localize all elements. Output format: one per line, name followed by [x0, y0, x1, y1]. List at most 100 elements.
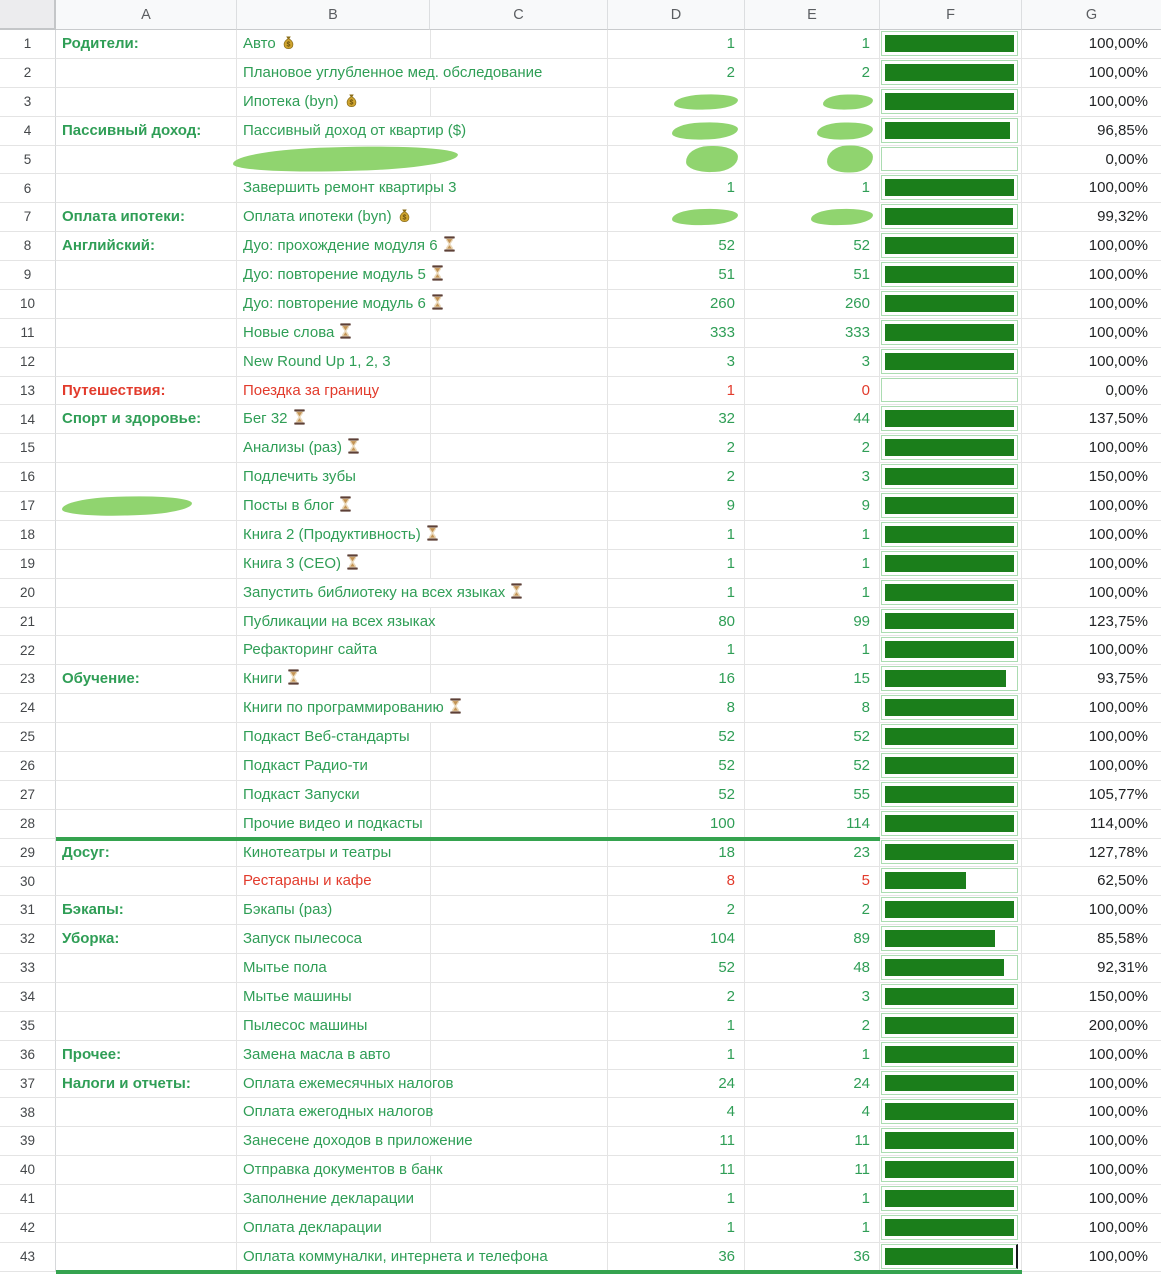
column-header-a[interactable]: A	[56, 0, 237, 30]
cell-plan-value[interactable]: 32	[608, 405, 745, 435]
cell-fact-value[interactable]: 260	[745, 289, 880, 319]
cell-category[interactable]	[56, 463, 237, 492]
cell-task[interactable]: Оплата коммуналки, интернета и телефона	[237, 1242, 608, 1272]
cell-fact-value[interactable]: 48	[745, 954, 880, 983]
row-number[interactable]: 33	[0, 954, 56, 983]
cell-progress-bar[interactable]	[880, 376, 1022, 406]
cell-percent[interactable]: 123,75%	[1022, 607, 1161, 637]
row-number[interactable]: 21	[0, 607, 56, 637]
cell-plan-value[interactable]	[608, 116, 745, 146]
cell-task[interactable]: Рефакторинг сайта	[237, 636, 608, 666]
row-number[interactable]: 22	[0, 636, 56, 666]
cell-percent[interactable]: 85,58%	[1022, 925, 1161, 954]
cell-progress-bar[interactable]	[880, 1069, 1022, 1099]
cell-task[interactable]: Подкаст Радио-ти	[237, 751, 608, 781]
cell-task[interactable]: Отправка документов в банк	[237, 1156, 608, 1185]
cell-percent[interactable]: 93,75%	[1022, 665, 1161, 695]
cell-plan-value[interactable]: 1	[608, 30, 745, 59]
row-number[interactable]: 9	[0, 261, 56, 290]
cell-task[interactable]: Ипотека (byn) $	[237, 87, 608, 117]
cell-percent[interactable]: 100,00%	[1022, 492, 1161, 521]
cell-task[interactable]: Оплата декларации	[237, 1213, 608, 1243]
cell-plan-value[interactable]: 3	[608, 347, 745, 377]
cell-category[interactable]	[56, 1213, 237, 1243]
cell-category[interactable]	[56, 318, 237, 348]
cell-plan-value[interactable]: 2	[608, 434, 745, 464]
cell-category[interactable]	[56, 58, 237, 88]
cell-fact-value[interactable]	[745, 87, 880, 117]
cell-fact-value[interactable]: 99	[745, 607, 880, 637]
cell-category[interactable]: Налоги и отчеты:	[56, 1069, 237, 1099]
cell-task[interactable]: Оплата ежегодных налогов	[237, 1098, 608, 1128]
cell-category[interactable]: Прочее:	[56, 1040, 237, 1070]
cell-category[interactable]	[56, 751, 237, 781]
cell-category[interactable]	[56, 1185, 237, 1214]
cell-category[interactable]	[56, 780, 237, 810]
row-number[interactable]: 43	[0, 1242, 56, 1272]
cell-task[interactable]: Подкаст Запуски	[237, 780, 608, 810]
cell-fact-value[interactable]: 1	[745, 1040, 880, 1070]
cell-progress-bar[interactable]	[880, 1040, 1022, 1070]
cell-percent[interactable]: 100,00%	[1022, 318, 1161, 348]
cell-percent[interactable]: 0,00%	[1022, 145, 1161, 175]
cell-category[interactable]: Путешествия:	[56, 376, 237, 406]
cell-progress-bar[interactable]	[880, 607, 1022, 637]
cell-progress-bar[interactable]	[880, 87, 1022, 117]
cell-fact-value[interactable]: 36	[745, 1242, 880, 1272]
cell-progress-bar[interactable]	[880, 1011, 1022, 1041]
cell-plan-value[interactable]: 260	[608, 289, 745, 319]
cell-progress-bar[interactable]	[880, 30, 1022, 59]
cell-category[interactable]	[56, 809, 237, 839]
cell-percent[interactable]: 100,00%	[1022, 520, 1161, 550]
cell-progress-bar[interactable]	[880, 809, 1022, 839]
cell-task[interactable]: Публикации на всех языках	[237, 607, 608, 637]
cell-percent[interactable]: 92,31%	[1022, 954, 1161, 983]
cell-fact-value[interactable]: 24	[745, 1069, 880, 1099]
cell-fact-value[interactable]: 1	[745, 636, 880, 666]
row-number[interactable]: 23	[0, 665, 56, 695]
cell-progress-bar[interactable]	[880, 982, 1022, 1012]
cell-progress-bar[interactable]	[880, 145, 1022, 175]
cell-percent[interactable]: 100,00%	[1022, 1185, 1161, 1214]
cell-category[interactable]	[56, 549, 237, 579]
cell-fact-value[interactable]: 9	[745, 492, 880, 521]
row-number[interactable]: 8	[0, 232, 56, 261]
cell-plan-value[interactable]: 1	[608, 1185, 745, 1214]
cell-task[interactable]	[232, 144, 608, 175]
cell-task[interactable]: Поездка за границу	[237, 376, 608, 406]
cell-fact-value[interactable]: 1	[745, 174, 880, 204]
row-number[interactable]: 11	[0, 318, 56, 348]
cell-task[interactable]: Бег 32	[237, 405, 608, 435]
cell-progress-bar[interactable]	[880, 1156, 1022, 1185]
row-number[interactable]: 42	[0, 1213, 56, 1243]
cell-percent[interactable]: 100,00%	[1022, 1040, 1161, 1070]
cell-category[interactable]	[56, 289, 237, 319]
cell-percent[interactable]: 100,00%	[1022, 1213, 1161, 1243]
cell-fact-value[interactable]: 1	[745, 1213, 880, 1243]
cell-task[interactable]: Подлечить зубы	[237, 463, 608, 492]
cell-percent[interactable]: 100,00%	[1022, 30, 1161, 59]
cell-percent[interactable]: 127,78%	[1022, 838, 1161, 868]
cell-percent[interactable]: 100,00%	[1022, 289, 1161, 319]
cell-plan-value[interactable]: 1	[608, 174, 745, 204]
cell-category[interactable]: Английский:	[56, 232, 237, 261]
cell-plan-value[interactable]: 333	[608, 318, 745, 348]
cell-plan-value[interactable]: 1	[608, 636, 745, 666]
cell-fact-value[interactable]: 1	[745, 1185, 880, 1214]
row-number[interactable]: 34	[0, 982, 56, 1012]
cell-fact-value[interactable]: 4	[745, 1098, 880, 1128]
cell-progress-bar[interactable]	[880, 405, 1022, 435]
cell-plan-value[interactable]: 24	[608, 1069, 745, 1099]
row-number[interactable]: 14	[0, 405, 56, 435]
cell-progress-bar[interactable]	[880, 203, 1022, 233]
cell-plan-value[interactable]: 2	[608, 982, 745, 1012]
cell-plan-value[interactable]: 1	[608, 1213, 745, 1243]
cell-percent[interactable]: 100,00%	[1022, 896, 1161, 926]
cell-plan-value[interactable]: 1	[608, 578, 745, 608]
cell-fact-value[interactable]: 23	[745, 838, 880, 868]
cell-progress-bar[interactable]	[880, 549, 1022, 579]
row-number[interactable]: 35	[0, 1011, 56, 1041]
cell-progress-bar[interactable]	[880, 723, 1022, 752]
cell-task[interactable]: Прочие видео и подкасты	[237, 809, 608, 839]
column-header-c[interactable]: C	[430, 0, 608, 30]
